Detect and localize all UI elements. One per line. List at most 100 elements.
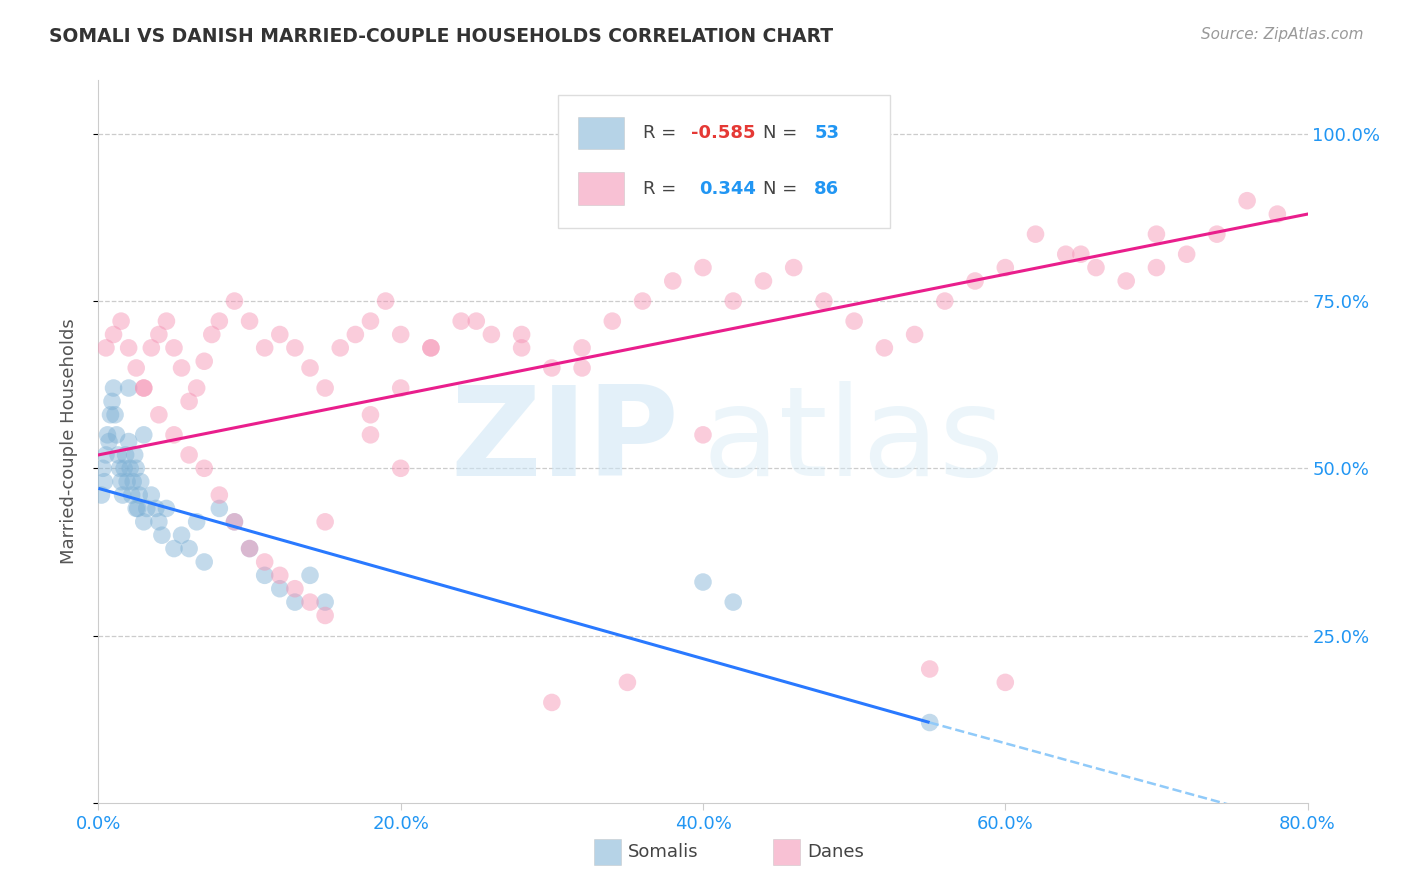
Point <box>540 696 562 710</box>
Point <box>186 515 208 529</box>
FancyBboxPatch shape <box>578 172 624 205</box>
Point <box>344 327 367 342</box>
Point <box>141 341 163 355</box>
Point <box>631 293 654 308</box>
Text: N =: N = <box>763 179 803 198</box>
Point <box>148 515 170 529</box>
Point <box>299 568 322 582</box>
Point <box>420 341 443 355</box>
Point <box>118 341 141 355</box>
Point <box>110 314 132 328</box>
Point <box>1115 274 1137 288</box>
Point <box>179 394 201 409</box>
Point <box>224 293 246 308</box>
FancyBboxPatch shape <box>578 117 624 149</box>
Point <box>692 427 714 442</box>
Point <box>571 361 593 376</box>
Point <box>120 461 142 475</box>
Text: -0.585: -0.585 <box>690 124 755 142</box>
Point <box>965 274 987 288</box>
Point <box>661 274 683 288</box>
Point <box>239 541 262 556</box>
Point <box>141 488 163 502</box>
Point <box>118 381 141 395</box>
Text: Somalis: Somalis <box>628 843 699 861</box>
Point <box>934 293 956 308</box>
Point <box>723 293 745 308</box>
Point <box>1085 260 1108 275</box>
Point <box>1146 227 1168 242</box>
Point <box>723 595 745 609</box>
Point <box>481 327 503 342</box>
Point <box>179 448 201 462</box>
Point <box>91 461 114 475</box>
Text: R =: R = <box>643 124 682 142</box>
Point <box>314 595 336 609</box>
Point <box>170 528 193 542</box>
Point <box>111 488 134 502</box>
Point <box>360 427 382 442</box>
Text: 86: 86 <box>814 179 839 198</box>
Point <box>1024 227 1046 242</box>
Point <box>145 501 167 516</box>
Point <box>103 327 125 342</box>
Text: Danes: Danes <box>807 843 863 861</box>
Point <box>163 541 186 556</box>
Point <box>284 595 307 609</box>
Point <box>186 381 208 395</box>
FancyBboxPatch shape <box>595 839 621 864</box>
Point <box>465 314 488 328</box>
Point <box>148 327 170 342</box>
Text: Source: ZipAtlas.com: Source: ZipAtlas.com <box>1201 27 1364 42</box>
Point <box>253 341 276 355</box>
Point <box>360 408 382 422</box>
Point <box>1146 260 1168 275</box>
Point <box>269 582 291 596</box>
Point <box>540 361 562 376</box>
Point <box>128 488 150 502</box>
Point <box>873 341 896 355</box>
Point <box>132 427 155 442</box>
Point <box>269 327 291 342</box>
Text: SOMALI VS DANISH MARRIED-COUPLE HOUSEHOLDS CORRELATION CHART: SOMALI VS DANISH MARRIED-COUPLE HOUSEHOL… <box>49 27 834 45</box>
Point <box>118 434 141 449</box>
Point <box>314 515 336 529</box>
Point <box>110 475 132 489</box>
Point <box>93 475 115 489</box>
Point <box>155 314 177 328</box>
Point <box>239 541 262 556</box>
Point <box>1206 227 1229 242</box>
Point <box>127 501 149 516</box>
Point <box>1236 194 1258 208</box>
Point <box>121 488 143 502</box>
Point <box>253 568 276 582</box>
Point <box>101 394 124 409</box>
Point <box>602 314 624 328</box>
Point <box>108 461 131 475</box>
Text: R =: R = <box>643 179 688 198</box>
Point <box>208 314 231 328</box>
Point <box>193 354 215 368</box>
FancyBboxPatch shape <box>773 839 800 864</box>
Point <box>115 475 138 489</box>
Point <box>918 662 941 676</box>
Point <box>132 515 155 529</box>
Point <box>179 541 201 556</box>
Point <box>918 715 941 730</box>
Point <box>132 381 155 395</box>
Point <box>1054 247 1077 261</box>
Point <box>112 461 135 475</box>
Text: 0.344: 0.344 <box>699 179 756 198</box>
Point <box>692 575 714 590</box>
Point <box>239 314 262 328</box>
Point <box>1175 247 1198 261</box>
Point <box>510 327 533 342</box>
Point <box>163 427 186 442</box>
Point <box>1267 207 1289 221</box>
FancyBboxPatch shape <box>558 95 890 228</box>
Point <box>105 427 128 442</box>
Point <box>107 448 129 462</box>
Point <box>170 361 193 376</box>
Point <box>374 293 396 308</box>
Point <box>994 675 1017 690</box>
